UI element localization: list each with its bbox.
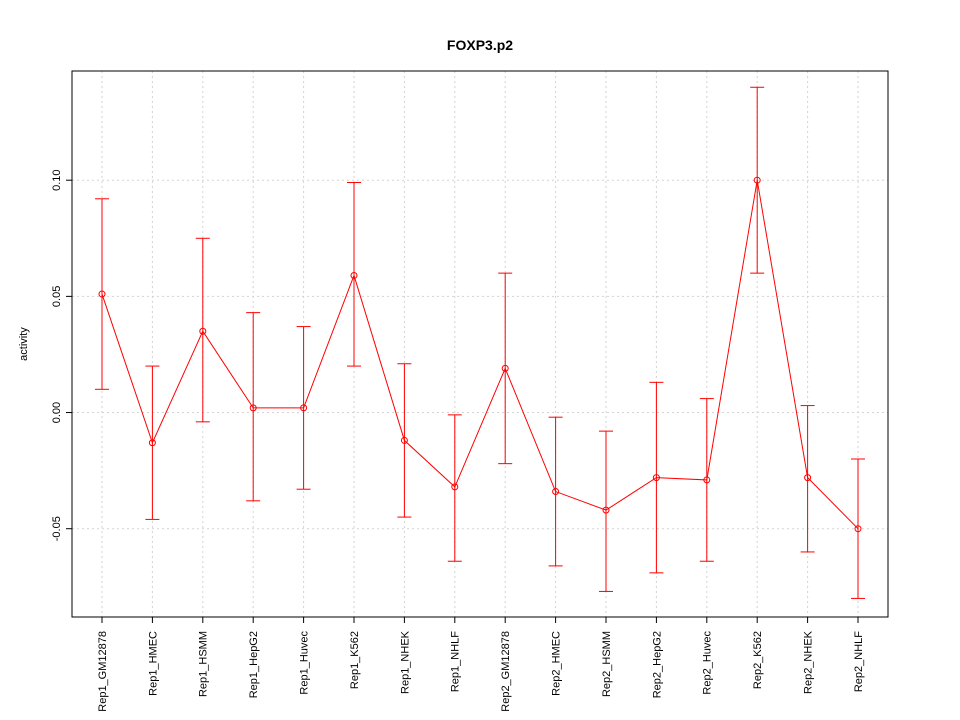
y-tick-label: 0.00	[51, 402, 63, 423]
x-tick-label: Rep1_NHLF	[450, 631, 462, 692]
x-tick-label: Rep1_HepG2	[248, 631, 260, 698]
data-point	[552, 488, 560, 496]
x-tick-label: Rep2_K562	[752, 631, 764, 689]
data-point	[400, 436, 408, 444]
x-tick-label: Rep1_NHEK	[399, 630, 411, 694]
x-tick-label: Rep1_GM12878	[97, 631, 109, 712]
x-tick-label: Rep2_HepG2	[651, 631, 663, 698]
data-point	[602, 506, 610, 514]
plot-frame	[71, 70, 889, 618]
x-tick-label: Rep2_HSMM	[601, 631, 613, 697]
chart-title: FOXP3.p2	[447, 37, 513, 53]
data-point	[804, 474, 812, 482]
data-point	[98, 290, 106, 298]
x-tick-label: Rep1_Huvec	[298, 631, 310, 695]
x-tick-label: Rep1_K562	[349, 631, 361, 689]
y-tick-label: -0.05	[51, 516, 63, 541]
data-point	[451, 483, 459, 491]
x-tick-label: Rep2_NHLF	[853, 631, 865, 692]
x-tick-label: Rep1_HMEC	[147, 631, 159, 696]
y-tick-label: 0.05	[51, 286, 63, 307]
data-point	[753, 176, 761, 184]
y-axis-label: activity	[18, 327, 30, 361]
data-point	[703, 476, 711, 484]
axis-layer: -0.05 0.00 0.05 0.10 Rep1_GM12878 Rep1_HMEC Re…	[51, 169, 865, 711]
grid-layer	[72, 71, 888, 617]
x-tick-label: Rep2_GM12878	[500, 631, 512, 712]
data-point	[300, 404, 308, 412]
x-tick-label: Rep1_HSMM	[198, 631, 210, 697]
data-point	[350, 271, 358, 279]
data-point	[854, 525, 862, 533]
data-point	[199, 327, 207, 335]
data-point	[148, 439, 156, 447]
data-point	[652, 474, 660, 482]
series-layer	[95, 86, 865, 599]
y-tick-label: 0.10	[51, 169, 63, 190]
data-point	[249, 404, 257, 412]
data-point	[501, 364, 509, 372]
x-tick-label: Rep2_NHEK	[802, 630, 814, 694]
x-tick-label: Rep2_HMEC	[550, 631, 562, 696]
series-line	[101, 180, 859, 530]
x-tick-label: Rep2_Huvec	[702, 631, 714, 695]
